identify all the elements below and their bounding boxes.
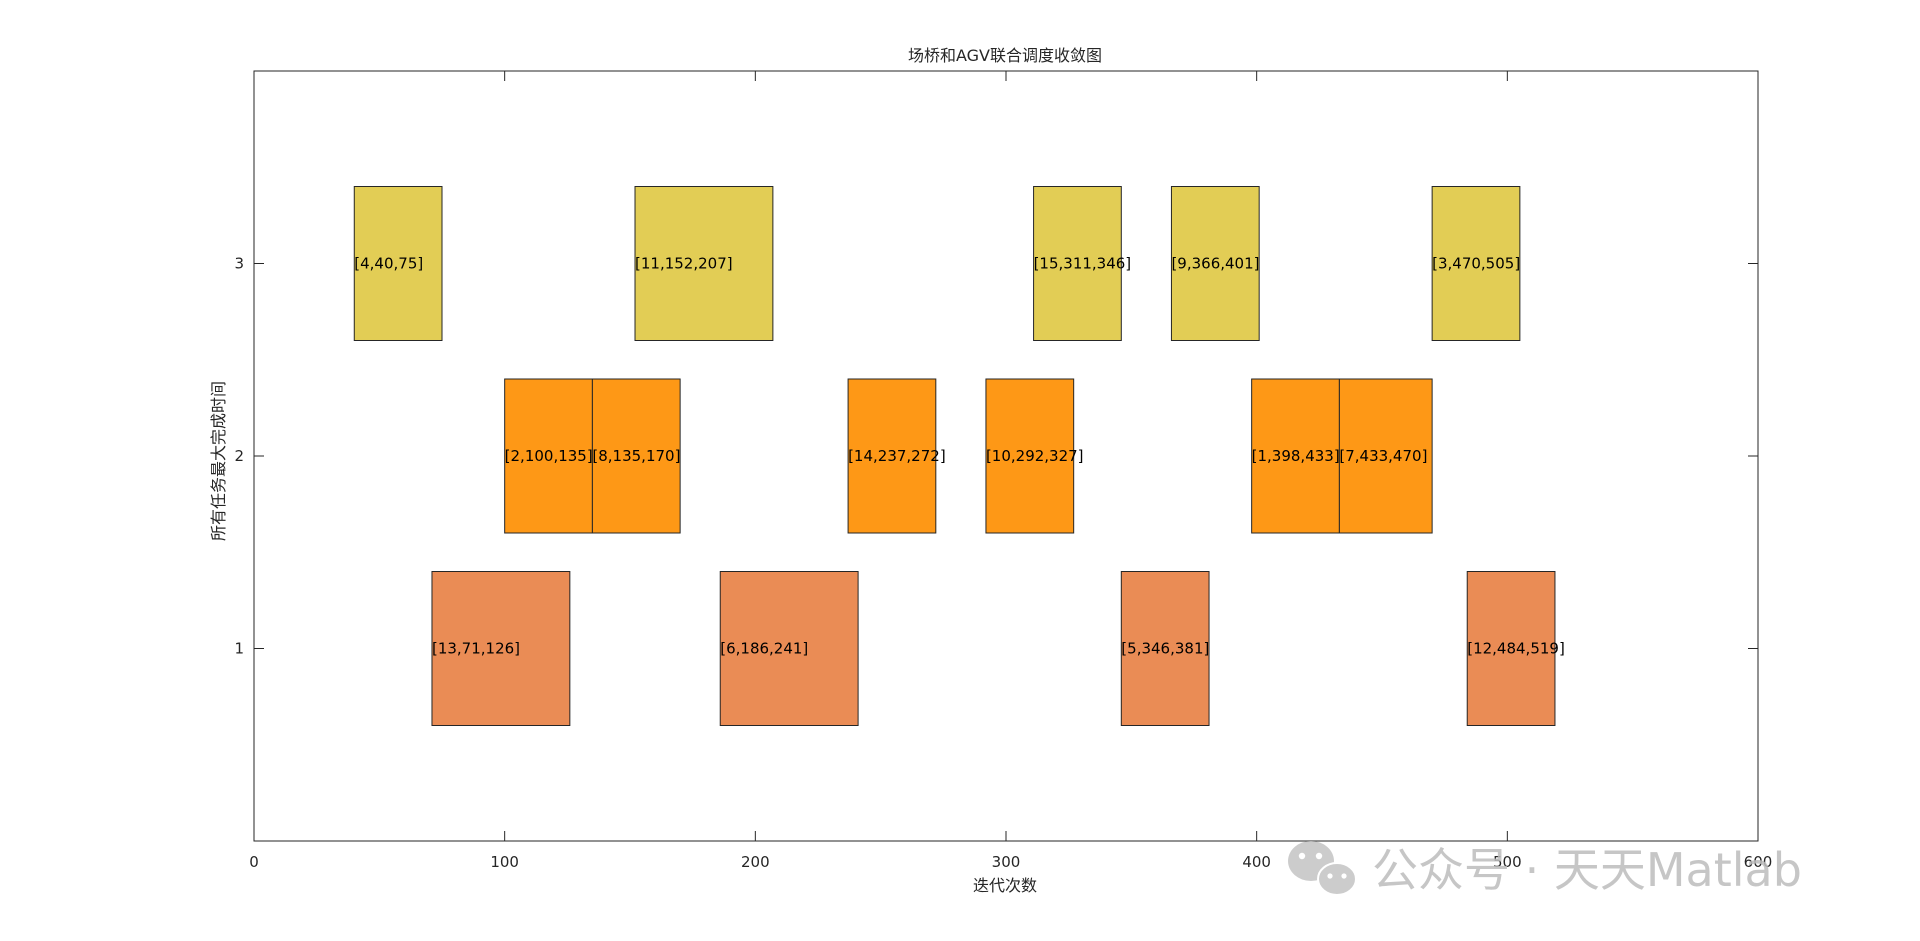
bar-label: [9,366,401] (1171, 255, 1259, 273)
y-tick-label: 1 (234, 640, 244, 658)
bar-label: [10,292,327] (986, 447, 1084, 465)
bar-label: [12,484,519] (1467, 640, 1565, 658)
bar-label: [14,237,272] (848, 447, 946, 465)
gantt-bar (1033, 186, 1122, 341)
watermark-text: 公众号 · 天天Matlab (1372, 843, 1802, 897)
gantt-bar (1120, 571, 1210, 726)
gantt-bar (1338, 378, 1433, 534)
gantt-bar (847, 378, 937, 534)
bar-label: [7,433,470] (1339, 447, 1427, 465)
y-tick-label: 2 (234, 447, 244, 465)
bar-label: [2,100,135] (505, 447, 593, 465)
gantt-bar (504, 378, 593, 534)
bar-label: [11,152,207] (635, 255, 733, 273)
x-tick-label: 0 (249, 853, 259, 871)
bar-label: [1,398,433] (1252, 447, 1340, 465)
bar-label: [4,40,75] (354, 255, 423, 273)
bar-label: [6,186,241] (720, 640, 808, 658)
gantt-bar (1431, 186, 1521, 341)
x-tick-label: 400 (1242, 853, 1271, 871)
bar-label: [5,346,381] (1121, 640, 1209, 658)
gantt-bar (1251, 378, 1340, 534)
x-tick-label: 500 (1493, 853, 1522, 871)
x-tick-label: 600 (1744, 853, 1773, 871)
chart-title: 场桥和AGV联合调度收敛图 (908, 46, 1102, 65)
bar-label: [3,470,505] (1432, 255, 1520, 273)
x-axis-title: 迭代次数 (973, 876, 1037, 895)
gantt-bar (591, 378, 681, 534)
y-axis-title: 所有任务最大完成时间 (209, 381, 228, 541)
gantt-bar (1466, 571, 1556, 726)
bars-layer: [4,40,75] [11,152,207] [15,311,346] [9,366,… (353, 186, 1565, 726)
gantt-bar (431, 571, 571, 726)
x-tick-label: 100 (490, 853, 519, 871)
bar-label: [15,311,346] (1034, 255, 1132, 273)
gantt-bar (1170, 186, 1260, 341)
gantt-bar (353, 186, 443, 341)
watermark: 公众号 · 天天Matlab (1288, 841, 1802, 897)
gantt-bar (985, 378, 1075, 534)
y-tick-label: 3 (234, 255, 244, 273)
gantt-bar (719, 571, 859, 726)
x-tick-label: 300 (992, 853, 1021, 871)
x-tick-label: 200 (741, 853, 770, 871)
gantt-bar (634, 186, 774, 341)
bar-label: [13,71,126] (432, 640, 520, 658)
wechat-icon (1288, 841, 1357, 896)
bar-label: [8,135,170] (592, 447, 680, 465)
